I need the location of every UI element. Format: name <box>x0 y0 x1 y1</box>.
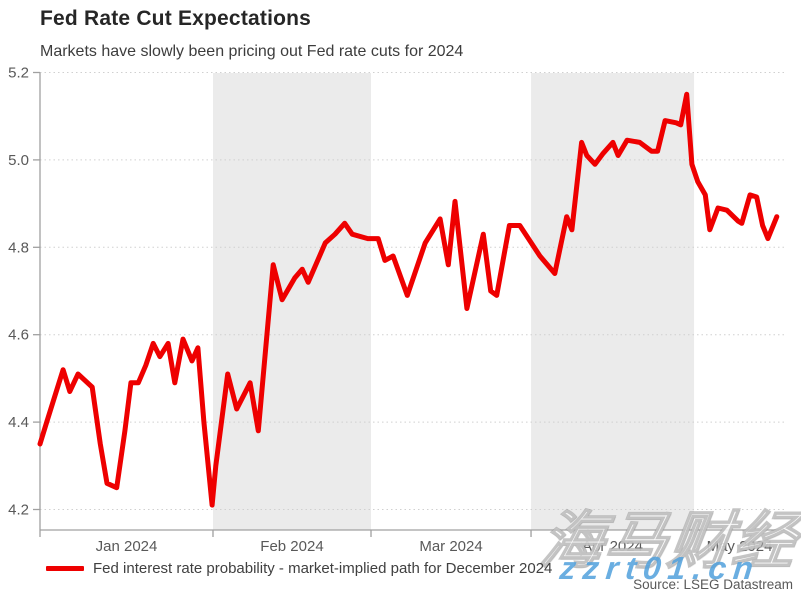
legend-label: Fed interest rate probability - market-i… <box>93 560 553 577</box>
y-axis-label: 5.2 <box>8 65 29 82</box>
x-axis-label: Feb 2024 <box>260 538 323 555</box>
x-axis-label: May 2024 <box>707 538 773 555</box>
data-line <box>37 91 780 508</box>
legend-line-swatch <box>46 566 84 571</box>
shaded-month-band <box>212 73 372 530</box>
x-axis-label: Mar 2024 <box>419 538 482 555</box>
chart-legend: Fed interest rate probability - market-i… <box>46 560 552 577</box>
shaded-month-band <box>531 73 695 530</box>
y-axis-label: 5.0 <box>8 152 29 169</box>
y-axis-label: 4.4 <box>8 414 29 431</box>
source-attribution: Source: LSEG Datastream <box>633 577 793 592</box>
x-axis-label: Apr 2024 <box>582 538 643 555</box>
y-axis-label: 4.6 <box>8 327 29 344</box>
y-axis-label: 4.8 <box>8 239 29 256</box>
chart-subtitle: Markets have slowly been pricing out Fed… <box>40 43 464 60</box>
chart-title: Fed Rate Cut Expectations <box>40 7 312 30</box>
x-axis-label: Jan 2024 <box>96 538 158 555</box>
y-axis-label: 4.2 <box>8 502 29 519</box>
